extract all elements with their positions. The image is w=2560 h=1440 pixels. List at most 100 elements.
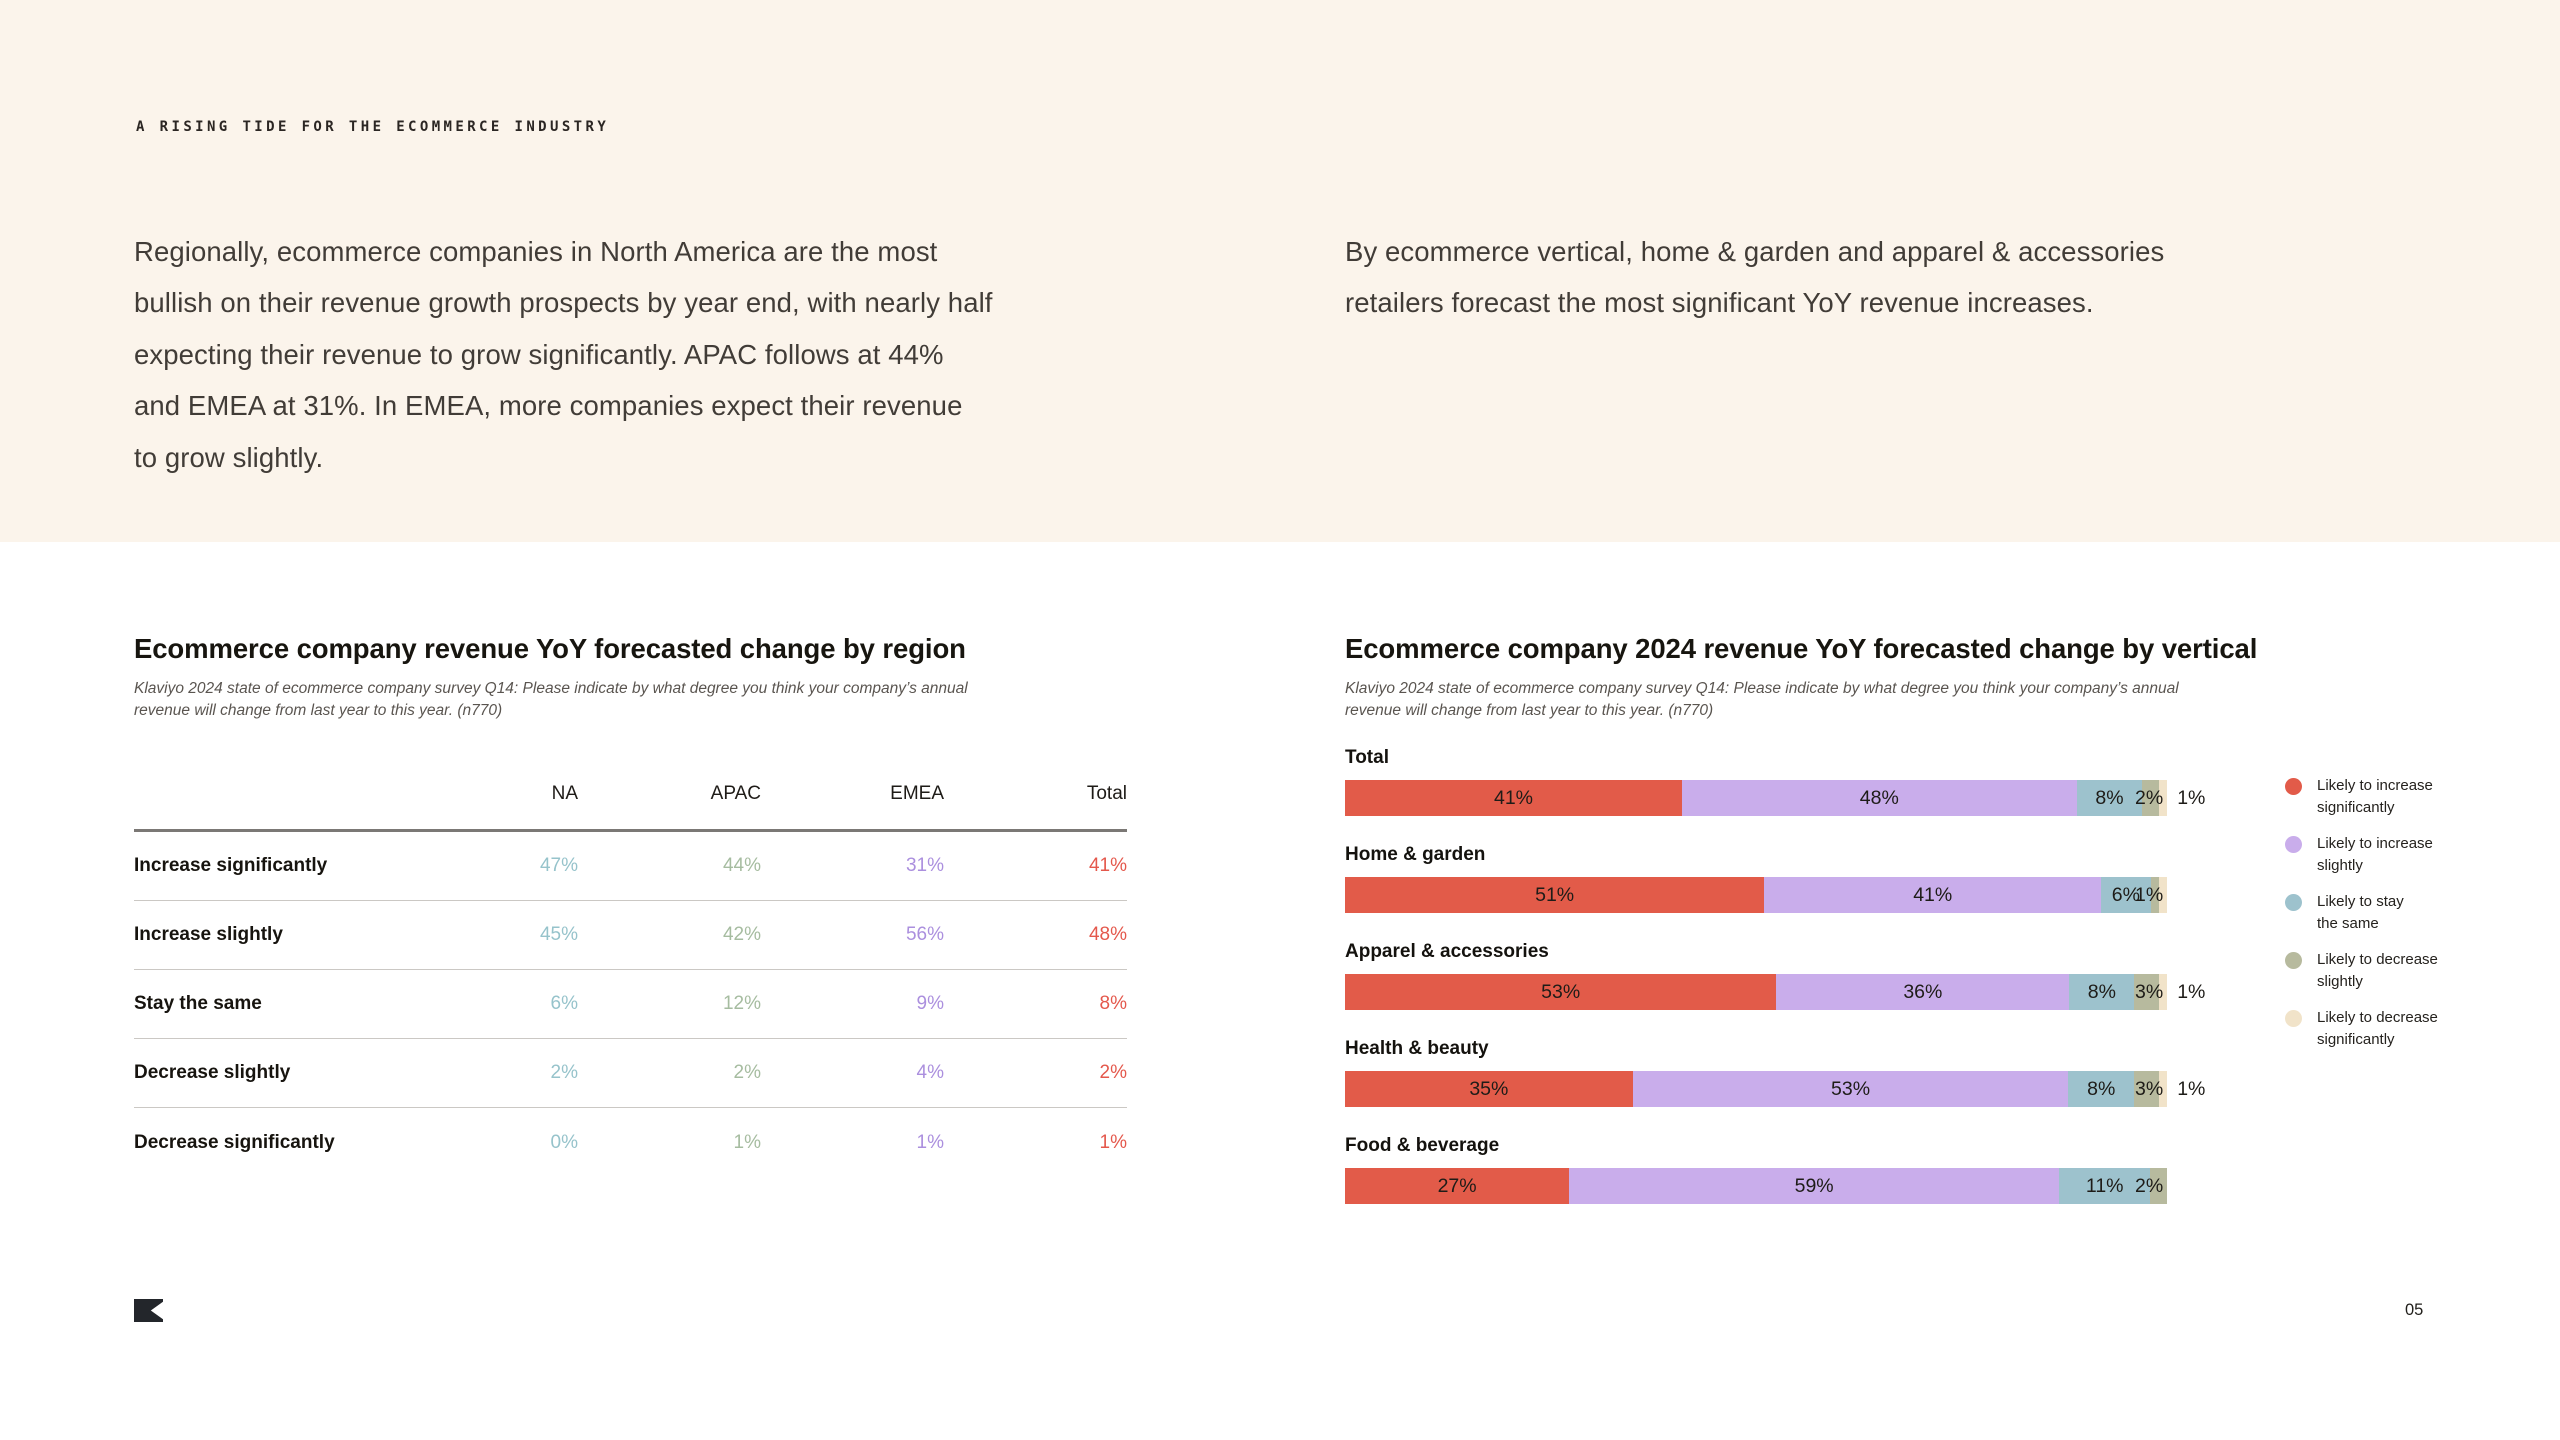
bar-segment: 41%	[1345, 780, 1683, 816]
stacked-bar: 51% 41% 6% 1%	[1345, 877, 2167, 913]
chart-category-label: Food & beverage	[1345, 1135, 1500, 1156]
region-table-body: Increase significantly 47% 44% 31% 41% Increa…	[134, 832, 1127, 1177]
bar-segment: 27%	[1345, 1168, 1570, 1204]
chart-row: Health & beauty 35% 53% 8% 3% 1%	[1345, 1038, 2205, 1107]
chart-row: Home & garden 51% 41% 6% 1%	[1345, 844, 2167, 913]
bar-segment	[2158, 877, 2167, 913]
chart-row: Food & beverage 27% 59% 11% 2%	[1345, 1135, 2167, 1204]
stacked-bar: 35% 53% 8% 3% 1%	[1345, 1071, 2205, 1107]
bar-segment: 36%	[1776, 974, 2070, 1010]
region-table-section: Ecommerce company revenue YoY forecasted…	[134, 633, 1127, 1177]
chart-legend: Likely to increase significantly Likely t…	[2285, 775, 2438, 1065]
bar-segment: 53%	[1345, 974, 1777, 1010]
chart-row: Total 41% 48% 8% 2% 1%	[1345, 747, 2205, 816]
legend-item: Likely to increase significantly	[2285, 775, 2438, 819]
bar-segment	[2134, 974, 2159, 1010]
bar-segment	[2142, 780, 2159, 816]
legend-item: Likely to increase slightly	[2285, 833, 2438, 877]
bar-segment-outside-label: 2%	[2135, 786, 2164, 809]
bar-segment: 59%	[1569, 1168, 2060, 1204]
table-cell-value: 48%	[1088, 924, 1127, 945]
bar-outside-labels: 2% 1%	[2135, 780, 2205, 816]
table-cell-value: 2%	[1099, 1062, 1127, 1083]
legend-color-dot	[2285, 1010, 2302, 1028]
vertical-chart-source-note: Klaviyo 2024 state of ecommerce company …	[1345, 680, 2179, 719]
chart-category-label: Health & beauty	[1345, 1038, 1489, 1059]
table-cell-value: 1%	[916, 1131, 944, 1153]
region-table-column-header: Total	[1086, 783, 1127, 804]
legend-item: Likely to decrease slightly	[2285, 949, 2438, 993]
legend-label: Likely to increase slightly	[2317, 835, 2433, 875]
table-row-label: Decrease significantly	[134, 1131, 335, 1153]
legend-color-dot	[2285, 952, 2302, 970]
table-cell-value: 1%	[733, 1131, 761, 1153]
stacked-bar: 53% 36% 8% 3% 1%	[1345, 974, 2205, 1010]
bar-segment	[2158, 1071, 2167, 1107]
eyebrow-heading: A RISING TIDE FOR THE ECOMMERCE INDUSTRY	[136, 119, 610, 135]
legend-label: Likely to decrease slightly	[2317, 951, 2438, 991]
bar-segment: 8%	[2076, 780, 2143, 816]
bar-segment: 41%	[1764, 877, 2102, 913]
region-table: NA APAC EMEA Total Increase significantly 47…	[134, 783, 1127, 1177]
table-row-label: Increase significantly	[134, 855, 328, 876]
bar-segment: 8%	[2069, 974, 2135, 1010]
vertical-chart-title: Ecommerce company 2024 revenue YoY forec…	[1345, 633, 2258, 664]
bar-outside-labels: 3% 1%	[2135, 1071, 2205, 1107]
table-row: Increase significantly 47% 44% 31% 41%	[134, 832, 1127, 901]
bar-segment	[2150, 877, 2159, 913]
vertical-chart: Total 41% 48% 8% 2% 1% Home & garden 51% 41% 6% 1%…	[1345, 747, 2205, 1204]
bar-outside-labels: 2%	[2135, 1168, 2163, 1204]
table-cell-value: 8%	[1099, 993, 1127, 1014]
bar-segment	[2150, 1168, 2167, 1204]
table-row-label: Decrease slightly	[134, 1062, 291, 1083]
vertical-chart-section: Ecommerce company 2024 revenue YoY forec…	[1345, 633, 2560, 1232]
chart-category-label: Home & garden	[1345, 844, 1486, 865]
table-cell-value: 0%	[550, 1131, 578, 1153]
bar-segment-outside-label: 1%	[2135, 883, 2164, 906]
table-cell-value: 12%	[722, 993, 761, 1014]
table-cell-value: 2%	[733, 1062, 761, 1083]
legend-item: Likely to stay the same	[2285, 891, 2438, 935]
stacked-bar: 27% 59% 11% 2%	[1345, 1168, 2167, 1204]
hero-section	[0, 0, 2560, 542]
bar-segment: 11%	[2059, 1168, 2151, 1204]
legend-label: Likely to decrease significantly	[2317, 1009, 2438, 1049]
legend-label: Likely to increase significantly	[2317, 777, 2433, 817]
region-table-header-spacer	[134, 783, 395, 805]
table-row-label: Increase slightly	[134, 924, 283, 945]
table-row: Stay the same 6% 12% 9% 8%	[134, 970, 1127, 1039]
table-cell-value: 45%	[539, 924, 578, 945]
table-cell-value: 44%	[722, 855, 761, 876]
region-table-column-header: EMEA	[890, 783, 944, 804]
bar-segment-outside-label: 2%	[2135, 1174, 2164, 1197]
bar-segment: 6%	[2101, 877, 2151, 913]
bar-segment-outside-label: 1%	[2177, 980, 2206, 1003]
table-cell-value: 4%	[916, 1062, 944, 1083]
klaviyo-logo	[134, 1299, 163, 1322]
intro-paragraph-regions: Regionally, ecommerce companies in North…	[134, 236, 993, 473]
table-row-label: Stay the same	[134, 993, 262, 1014]
region-table-header-row: NA APAC EMEA Total	[134, 783, 1127, 832]
stacked-bar: 41% 48% 8% 2% 1%	[1345, 780, 2205, 816]
bar-outside-labels: 3% 1%	[2135, 974, 2205, 1010]
chart-category-label: Apparel & accessories	[1345, 941, 1549, 962]
bar-segment: 53%	[1632, 1071, 2069, 1107]
region-table-title: Ecommerce company revenue YoY forecasted…	[134, 633, 966, 664]
bar-segment	[2134, 1071, 2159, 1107]
region-table-column-header: APAC	[710, 783, 761, 804]
legend-color-dot	[2285, 894, 2302, 912]
intro-paragraph-verticals: By ecommerce vertical, home & garden and…	[1345, 236, 2165, 319]
legend-label: Likely to stay the same	[2317, 893, 2404, 933]
table-row: Decrease slightly 2% 2% 4% 2%	[134, 1039, 1127, 1108]
page-number: 05	[2405, 1301, 2424, 1319]
bar-segment: 35%	[1345, 1071, 1633, 1107]
table-row: Increase slightly 45% 42% 56% 48%	[134, 901, 1127, 970]
chart-row: Apparel & accessories 53% 36% 8% 3% 1%	[1345, 941, 2205, 1010]
bar-segment: 48%	[1682, 780, 2077, 816]
region-table-column-header: NA	[551, 783, 578, 804]
legend-item: Likely to decrease significantly	[2285, 1007, 2438, 1051]
table-cell-value: 1%	[1099, 1131, 1127, 1153]
bar-segment-outside-label: 1%	[2177, 786, 2206, 809]
bar-segment	[2158, 780, 2167, 816]
table-cell-value: 9%	[916, 993, 944, 1014]
